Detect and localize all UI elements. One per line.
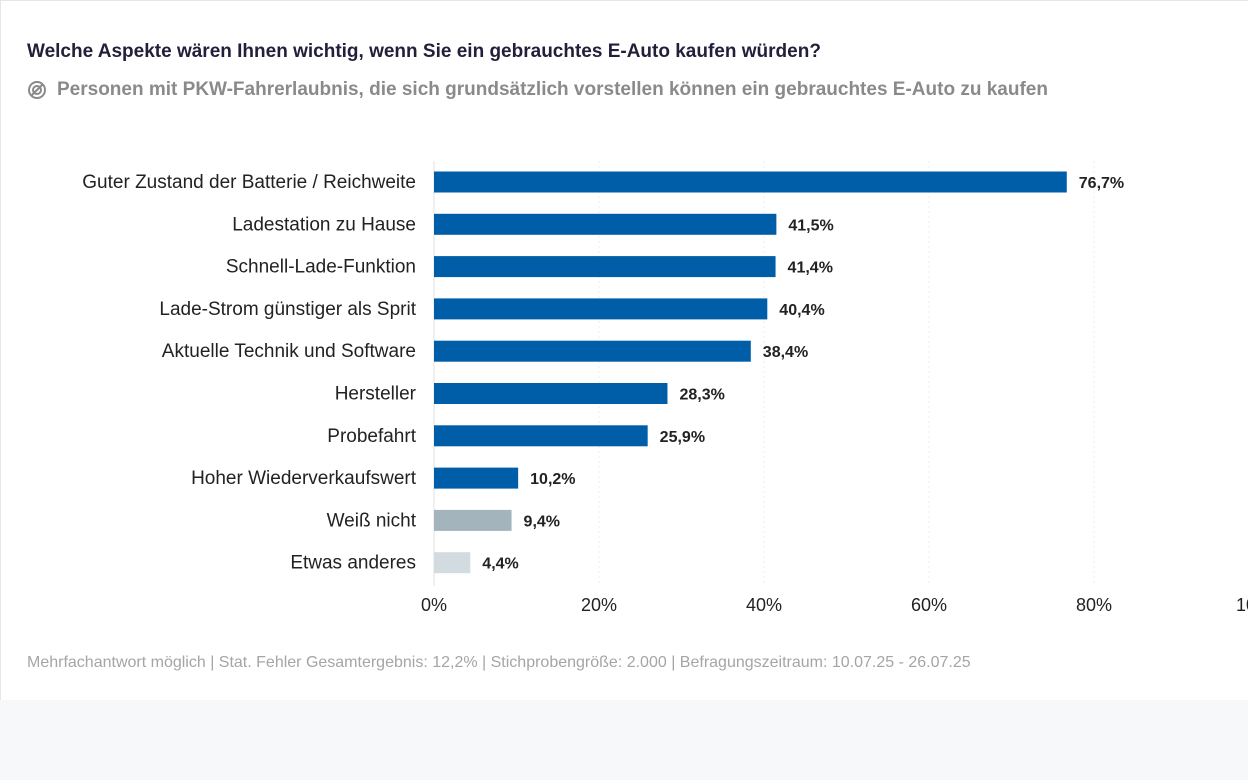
- bottom-area: [0, 700, 1248, 780]
- data-label: 25,9%: [660, 429, 705, 446]
- data-label: 9,4%: [524, 513, 560, 530]
- x-tick-label: 60%: [911, 595, 947, 615]
- chart-footer: Mehrfachantwort möglich | Stat. Fehler G…: [27, 654, 971, 671]
- bar: [434, 425, 648, 447]
- category-label: Etwas anderes: [290, 553, 416, 574]
- subtitle-text: Personen mit PKW-Fahrerlaubnis, die sich…: [57, 79, 1048, 100]
- bar: [434, 213, 777, 235]
- category-label: Aktuelle Technik und Software: [162, 341, 416, 362]
- chart-subtitle: Personen mit PKW-Fahrerlaubnis, die sich…: [27, 79, 1048, 101]
- x-tick-label: 100%: [1236, 595, 1248, 615]
- data-label: 10,2%: [530, 471, 575, 488]
- chart-card: Welche Aspekte wären Ihnen wichtig, wenn…: [0, 0, 1248, 700]
- data-label: 28,3%: [679, 387, 724, 404]
- category-label: Lade-Strom günstiger als Sprit: [159, 299, 416, 320]
- bar: [434, 298, 768, 320]
- bar: [434, 552, 471, 574]
- bar-chart: 0% 20% 40% 60% 80% 100% Guter Zustand der Batt…: [82, 161, 1248, 615]
- x-tick-label: 0%: [421, 595, 447, 615]
- x-tick-label: 20%: [581, 595, 617, 615]
- category-label: Hersteller: [335, 384, 417, 405]
- bar: [434, 340, 751, 362]
- x-tick-label: 40%: [746, 595, 782, 615]
- target-group-icon: [28, 81, 46, 99]
- category-label: Schnell-Lade-Funktion: [226, 257, 416, 278]
- data-label: 76,7%: [1079, 175, 1124, 192]
- bar: [434, 256, 776, 278]
- bar: [434, 383, 668, 404]
- chart-title: Welche Aspekte wären Ihnen wichtig, wenn…: [27, 41, 821, 62]
- category-label: Weiß nicht: [327, 510, 417, 531]
- bar: [434, 171, 1067, 193]
- data-label: 40,4%: [779, 302, 824, 319]
- bar: [434, 509, 512, 531]
- data-label: 4,4%: [482, 556, 518, 573]
- category-label: Probefahrt: [327, 426, 416, 447]
- category-label: Hoher Wiederverkaufswert: [191, 468, 417, 489]
- data-label: 38,4%: [763, 344, 808, 361]
- category-label: Ladestation zu Hause: [232, 214, 416, 235]
- data-label: 41,5%: [788, 217, 833, 234]
- data-label: 41,4%: [788, 260, 833, 277]
- category-label: Guter Zustand der Batterie / Reichweite: [82, 172, 416, 193]
- bar: [434, 467, 519, 489]
- x-tick-label: 80%: [1076, 595, 1112, 615]
